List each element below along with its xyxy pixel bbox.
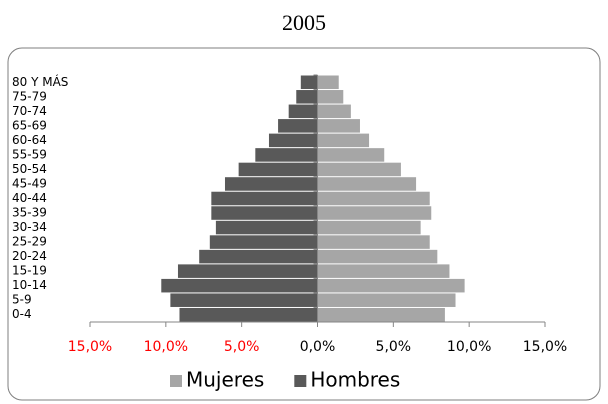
y-tick-label: 55-59 (12, 147, 47, 161)
x-tick-label: 0,0% (300, 339, 336, 355)
bar (317, 90, 344, 104)
bar (317, 278, 465, 293)
bar (317, 177, 417, 191)
y-tick-label: 40-44 (12, 191, 47, 205)
x-tick-label: 10,0% (144, 339, 188, 355)
y-tick-label: 50-54 (12, 162, 47, 176)
x-tick-label: 15,0% (68, 339, 112, 355)
y-tick-label: 45-49 (12, 176, 47, 190)
bar (300, 75, 318, 90)
x-tick-label: 5,0% (376, 339, 412, 355)
bar (268, 133, 318, 148)
x-tick-label: 5,0% (224, 339, 260, 355)
bar (209, 235, 318, 249)
chart-frame (7, 47, 601, 401)
bar (317, 206, 432, 220)
legend-label: Mujeres (186, 368, 264, 392)
bar (199, 249, 318, 264)
y-tick-label: 60-64 (12, 133, 47, 147)
bar (224, 177, 318, 191)
bar (211, 206, 318, 220)
bar (317, 220, 421, 235)
y-tick-label: 15-19 (12, 264, 47, 278)
legend-swatch (294, 375, 307, 387)
bar (317, 235, 430, 249)
bar (317, 307, 445, 322)
bar (317, 75, 339, 90)
legend-label: Hombres (310, 368, 400, 392)
y-tick-label: 70-74 (12, 104, 47, 118)
y-tick-label: 35-39 (12, 206, 47, 220)
bar (296, 90, 318, 104)
y-tick-label: 20-24 (12, 249, 47, 263)
bar (317, 191, 430, 206)
bar (179, 307, 318, 322)
y-tick-label: 10-14 (12, 278, 47, 292)
bar (170, 293, 318, 307)
y-tick-label: 30-34 (12, 220, 47, 234)
x-tick-label: 10,0% (447, 339, 491, 355)
y-tick-label: 80 Y MÁS (12, 74, 68, 89)
chart-title: 2005 (282, 10, 326, 35)
bar (317, 104, 351, 119)
bar (317, 264, 450, 278)
bar (255, 148, 318, 162)
bar (317, 249, 438, 264)
legend-swatch (170, 375, 182, 387)
bar (211, 191, 318, 206)
y-tick-label: 5-9 (12, 293, 32, 307)
bar (238, 162, 318, 177)
bar (278, 119, 318, 133)
y-tick-label: 0-4 (12, 307, 32, 321)
bar (317, 133, 370, 148)
bar (215, 220, 318, 235)
y-tick-label: 75-79 (12, 89, 47, 103)
y-tick-label: 65-69 (12, 118, 47, 132)
bar (288, 104, 318, 119)
bar (177, 264, 318, 278)
bar (317, 162, 401, 177)
y-tick-label: 25-29 (12, 235, 47, 249)
bar (317, 148, 385, 162)
bar (317, 119, 360, 133)
x-tick-label: 15,0% (523, 339, 567, 355)
bar (161, 278, 318, 293)
bar (317, 293, 456, 307)
